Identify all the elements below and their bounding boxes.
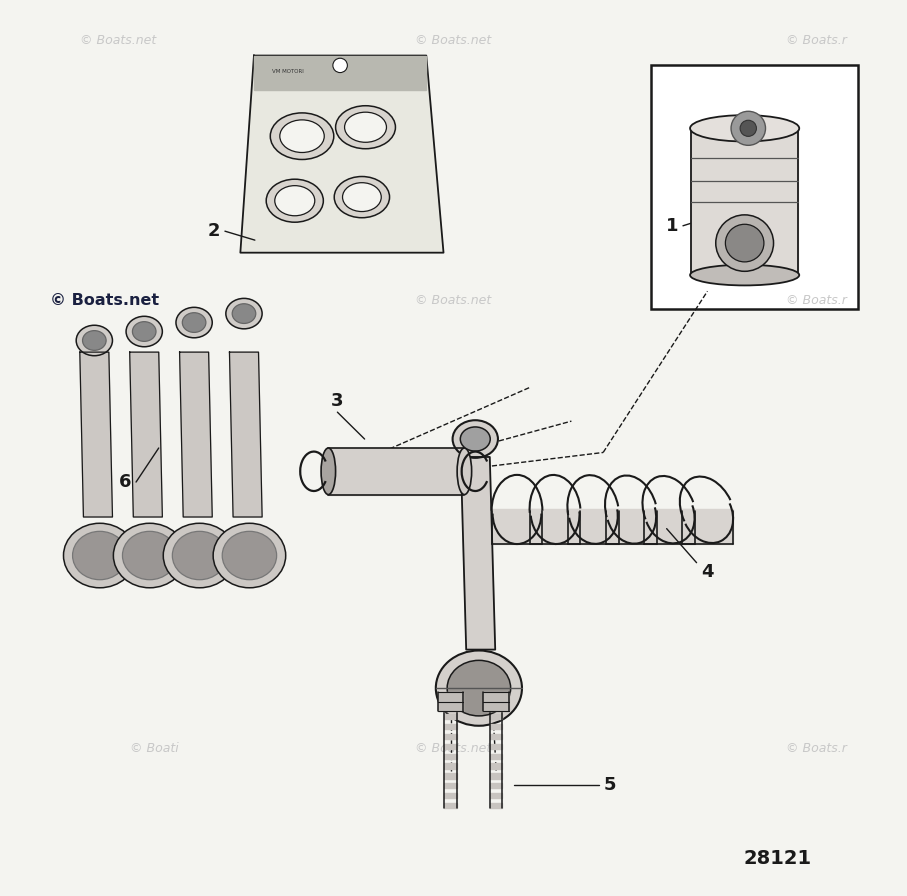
Polygon shape (490, 773, 502, 779)
Ellipse shape (275, 185, 315, 216)
Polygon shape (490, 754, 502, 759)
Ellipse shape (83, 331, 106, 350)
Bar (651, 65, 858, 309)
Text: © Boati: © Boati (130, 742, 179, 754)
Polygon shape (229, 352, 262, 517)
Ellipse shape (226, 298, 262, 329)
Polygon shape (444, 793, 457, 798)
Ellipse shape (113, 523, 186, 588)
Polygon shape (254, 56, 426, 90)
Circle shape (740, 120, 756, 136)
Ellipse shape (435, 650, 522, 726)
Circle shape (333, 58, 347, 73)
Ellipse shape (336, 106, 395, 149)
Ellipse shape (690, 116, 799, 142)
Polygon shape (444, 714, 457, 719)
Ellipse shape (222, 531, 277, 580)
Ellipse shape (267, 179, 323, 222)
Ellipse shape (345, 112, 386, 142)
Text: 2: 2 (208, 222, 220, 240)
Polygon shape (490, 714, 502, 719)
Ellipse shape (716, 215, 774, 271)
Ellipse shape (172, 531, 227, 580)
Polygon shape (490, 803, 502, 808)
Polygon shape (691, 128, 798, 275)
Polygon shape (490, 793, 502, 798)
Ellipse shape (460, 427, 490, 452)
Polygon shape (461, 457, 495, 650)
Polygon shape (130, 352, 162, 517)
Polygon shape (490, 763, 502, 769)
Polygon shape (490, 744, 502, 749)
Polygon shape (444, 744, 457, 749)
Text: © Boats.net: © Boats.net (415, 294, 492, 306)
Ellipse shape (163, 523, 236, 588)
Ellipse shape (334, 177, 390, 218)
Ellipse shape (453, 420, 498, 458)
Polygon shape (490, 724, 502, 729)
Ellipse shape (270, 113, 334, 159)
Text: 1: 1 (666, 217, 678, 235)
Ellipse shape (343, 183, 381, 211)
Polygon shape (180, 352, 212, 517)
Circle shape (731, 111, 766, 145)
Text: 6: 6 (119, 473, 132, 491)
Ellipse shape (73, 531, 127, 580)
Polygon shape (492, 509, 542, 544)
Ellipse shape (457, 448, 472, 495)
Polygon shape (444, 803, 457, 808)
Ellipse shape (690, 264, 799, 286)
Polygon shape (483, 692, 509, 711)
Polygon shape (530, 509, 580, 544)
Polygon shape (444, 783, 457, 788)
Polygon shape (444, 734, 457, 739)
Polygon shape (328, 448, 464, 495)
Polygon shape (490, 734, 502, 739)
Polygon shape (444, 763, 457, 769)
Ellipse shape (63, 523, 136, 588)
Text: 3: 3 (331, 392, 344, 410)
Text: © Boats.r: © Boats.r (785, 294, 847, 306)
Ellipse shape (726, 224, 764, 262)
Ellipse shape (122, 531, 177, 580)
Ellipse shape (182, 313, 206, 332)
Polygon shape (568, 509, 619, 544)
Text: 28121: 28121 (744, 849, 812, 868)
Polygon shape (606, 509, 657, 544)
Ellipse shape (126, 316, 162, 347)
Text: © Boats.net: © Boats.net (80, 34, 156, 47)
Text: 4: 4 (701, 563, 714, 581)
Text: © Boats.net: © Boats.net (50, 293, 159, 307)
Ellipse shape (76, 325, 112, 356)
Ellipse shape (213, 523, 286, 588)
Polygon shape (644, 509, 695, 544)
Polygon shape (682, 509, 733, 544)
Text: © Boats.r: © Boats.r (785, 34, 847, 47)
Polygon shape (80, 352, 112, 517)
Ellipse shape (279, 120, 325, 152)
Polygon shape (444, 773, 457, 779)
Text: © Boats.net: © Boats.net (415, 742, 492, 754)
Text: © Boats.net: © Boats.net (415, 34, 492, 47)
Polygon shape (240, 56, 444, 253)
Polygon shape (438, 692, 463, 711)
Ellipse shape (321, 448, 336, 495)
Text: 5: 5 (603, 776, 616, 794)
Ellipse shape (176, 307, 212, 338)
Ellipse shape (132, 322, 156, 341)
Ellipse shape (232, 304, 256, 323)
Polygon shape (444, 724, 457, 729)
Ellipse shape (447, 660, 511, 716)
Text: VM MOTORI: VM MOTORI (272, 70, 304, 74)
Polygon shape (444, 754, 457, 759)
Polygon shape (490, 783, 502, 788)
Text: © Boats.r: © Boats.r (785, 742, 847, 754)
